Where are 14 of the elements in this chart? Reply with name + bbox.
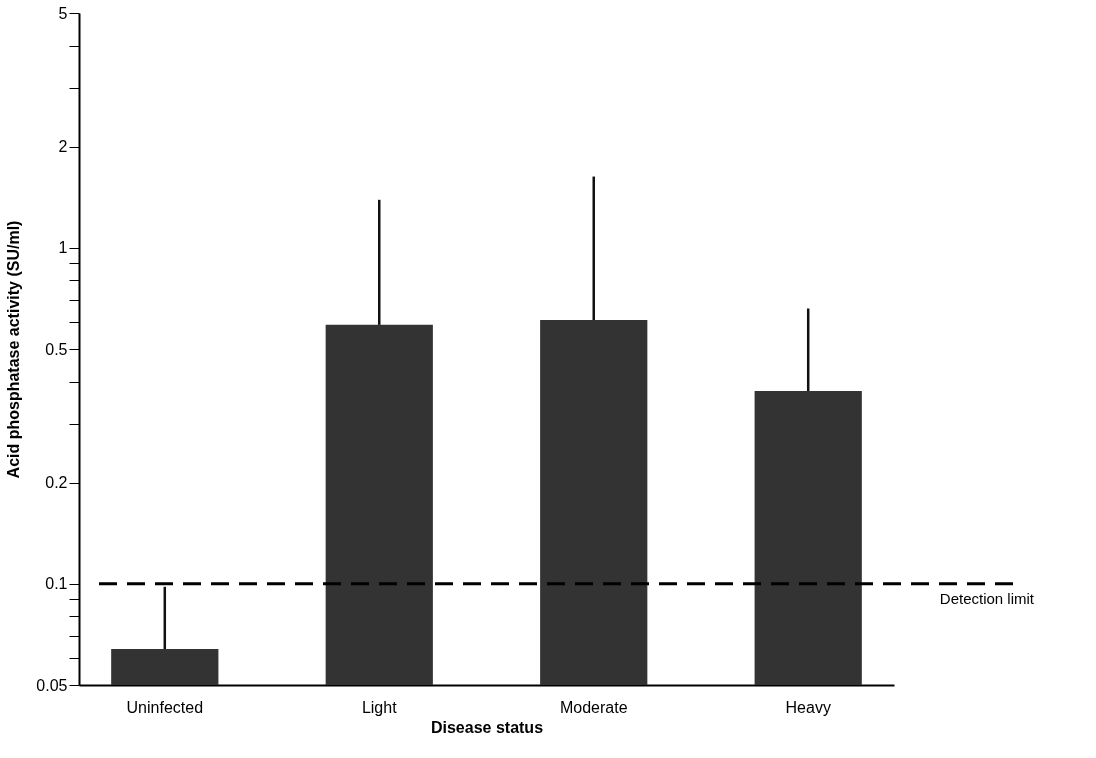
y-tick-label: 0.05	[36, 676, 68, 694]
x-tick-label: Light	[361, 698, 398, 716]
x-tick-label: Moderate	[559, 698, 628, 716]
y-tick-label: 2	[58, 138, 68, 156]
y-tick-label: 0.2	[45, 474, 68, 492]
y-tick-label: 5	[58, 4, 68, 22]
x-axis-title: Disease status	[430, 718, 544, 736]
y-tick-label: 0.1	[45, 575, 68, 593]
x-tick-label: Uninfected	[126, 698, 204, 716]
y-tick-label: 0.5	[45, 340, 68, 358]
y-axis-title: Acid phosphatase activity (SU/ml)	[5, 220, 23, 479]
ref-line-label: Detection limit	[939, 589, 1035, 607]
x-tick-label: Heavy	[785, 698, 831, 716]
y-tick-label: 1	[58, 239, 68, 257]
